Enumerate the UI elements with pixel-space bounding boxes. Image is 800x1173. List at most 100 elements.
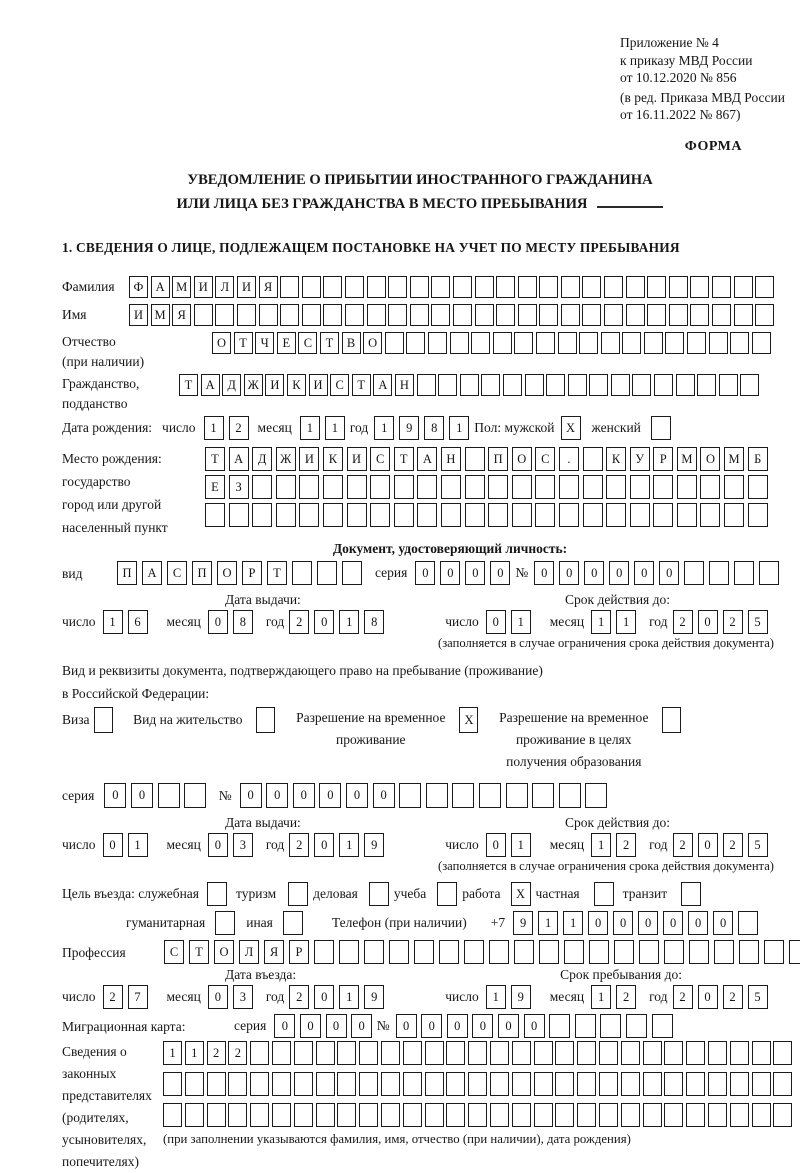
char-cell[interactable]	[620, 1041, 640, 1066]
char-cell[interactable]	[643, 332, 663, 355]
char-cell[interactable]	[712, 304, 732, 327]
char-cell[interactable]	[271, 1103, 291, 1128]
char-cell[interactable]	[366, 304, 386, 327]
char-cell[interactable]	[740, 374, 760, 397]
char-cell[interactable]	[700, 475, 721, 500]
char-cell[interactable]	[622, 332, 642, 355]
char-cell[interactable]	[585, 783, 608, 809]
char-cell[interactable]: 0	[440, 561, 461, 586]
char-cell[interactable]	[738, 911, 759, 936]
char-cell[interactable]: 0	[559, 561, 580, 586]
char-cell[interactable]: А	[417, 447, 438, 472]
char-cell[interactable]: А	[142, 561, 162, 586]
char-cell[interactable]	[228, 503, 249, 528]
char-cell[interactable]: 0	[207, 833, 228, 858]
char-cell[interactable]: X	[560, 416, 581, 441]
char-cell[interactable]: 6	[127, 610, 148, 635]
char-cell[interactable]: 0	[207, 985, 228, 1010]
char-cell[interactable]	[564, 940, 584, 965]
char-cell[interactable]: X	[510, 882, 531, 907]
char-cell[interactable]	[207, 882, 227, 907]
char-cell[interactable]	[292, 561, 312, 586]
char-cell[interactable]	[323, 276, 343, 299]
char-cell[interactable]: К	[286, 374, 306, 397]
char-cell[interactable]: 1	[374, 416, 395, 441]
char-cell[interactable]: 0	[697, 610, 718, 635]
char-cell[interactable]	[206, 1103, 226, 1128]
char-cell[interactable]	[517, 276, 537, 299]
char-cell[interactable]: Н	[394, 374, 414, 397]
char-cell[interactable]: Р	[653, 447, 674, 472]
char-cell[interactable]: 0	[314, 833, 335, 858]
char-cell[interactable]: И	[299, 447, 320, 472]
char-cell[interactable]: М	[676, 447, 697, 472]
char-cell[interactable]	[315, 1072, 335, 1097]
char-cell[interactable]: И	[236, 276, 256, 299]
char-cell[interactable]: 3	[232, 985, 253, 1010]
char-cell[interactable]	[193, 304, 213, 327]
char-cell[interactable]: В	[341, 332, 361, 355]
char-cell[interactable]	[489, 1103, 509, 1128]
char-cell[interactable]	[684, 561, 705, 586]
char-cell[interactable]	[370, 475, 391, 500]
char-cell[interactable]	[280, 304, 300, 327]
char-cell[interactable]	[488, 503, 509, 528]
char-cell[interactable]	[215, 304, 235, 327]
char-cell[interactable]: 0	[465, 561, 486, 586]
char-cell[interactable]: 0	[102, 833, 123, 858]
char-cell[interactable]	[439, 940, 459, 965]
char-cell[interactable]	[686, 1041, 706, 1066]
char-cell[interactable]: 0	[697, 833, 718, 858]
char-cell[interactable]	[511, 475, 532, 500]
char-cell[interactable]: 0	[239, 783, 262, 809]
char-cell[interactable]	[393, 475, 414, 500]
char-cell[interactable]	[511, 503, 532, 528]
char-cell[interactable]: 0	[663, 911, 684, 936]
char-cell[interactable]	[789, 940, 800, 965]
char-cell[interactable]: 0	[446, 1014, 468, 1039]
char-cell[interactable]: О	[217, 561, 237, 586]
char-cell[interactable]	[452, 783, 475, 809]
char-cell[interactable]	[271, 1072, 291, 1097]
char-cell[interactable]	[346, 503, 367, 528]
char-cell[interactable]	[206, 1072, 226, 1097]
char-cell[interactable]	[598, 1103, 618, 1128]
char-cell[interactable]	[337, 1041, 357, 1066]
char-cell[interactable]	[535, 475, 556, 500]
char-cell[interactable]: С	[164, 940, 184, 965]
char-cell[interactable]: Л	[239, 940, 259, 965]
char-cell[interactable]	[205, 503, 225, 528]
char-cell[interactable]: Ч	[255, 332, 275, 355]
char-cell[interactable]: 8	[232, 610, 253, 635]
char-cell[interactable]: 0	[588, 911, 609, 936]
char-cell[interactable]	[665, 332, 685, 355]
char-cell[interactable]	[299, 475, 320, 500]
char-cell[interactable]: 0	[497, 1014, 519, 1039]
char-cell[interactable]	[288, 882, 309, 907]
char-cell[interactable]	[668, 276, 688, 299]
char-cell[interactable]	[524, 374, 544, 397]
char-cell[interactable]: 0	[292, 783, 315, 809]
char-cell[interactable]: 0	[415, 561, 436, 586]
char-cell[interactable]	[577, 1103, 597, 1128]
char-cell[interactable]	[577, 1072, 597, 1097]
char-cell[interactable]	[380, 1041, 400, 1066]
char-cell[interactable]: Т	[189, 940, 209, 965]
char-cell[interactable]	[539, 304, 559, 327]
char-cell[interactable]: О	[214, 940, 234, 965]
char-cell[interactable]	[600, 1014, 622, 1039]
char-cell[interactable]	[384, 332, 404, 355]
char-cell[interactable]: С	[298, 332, 318, 355]
char-cell[interactable]	[632, 374, 652, 397]
char-cell[interactable]: 0	[104, 783, 127, 809]
char-cell[interactable]	[579, 332, 599, 355]
char-cell[interactable]	[323, 304, 343, 327]
char-cell[interactable]	[707, 1103, 727, 1128]
char-cell[interactable]: X	[459, 707, 479, 734]
char-cell[interactable]: 0	[274, 1014, 296, 1039]
char-cell[interactable]	[344, 304, 364, 327]
char-cell[interactable]: И	[265, 374, 285, 397]
char-cell[interactable]: Д	[222, 374, 242, 397]
char-cell[interactable]: 1	[127, 833, 148, 858]
char-cell[interactable]: 5	[747, 610, 768, 635]
